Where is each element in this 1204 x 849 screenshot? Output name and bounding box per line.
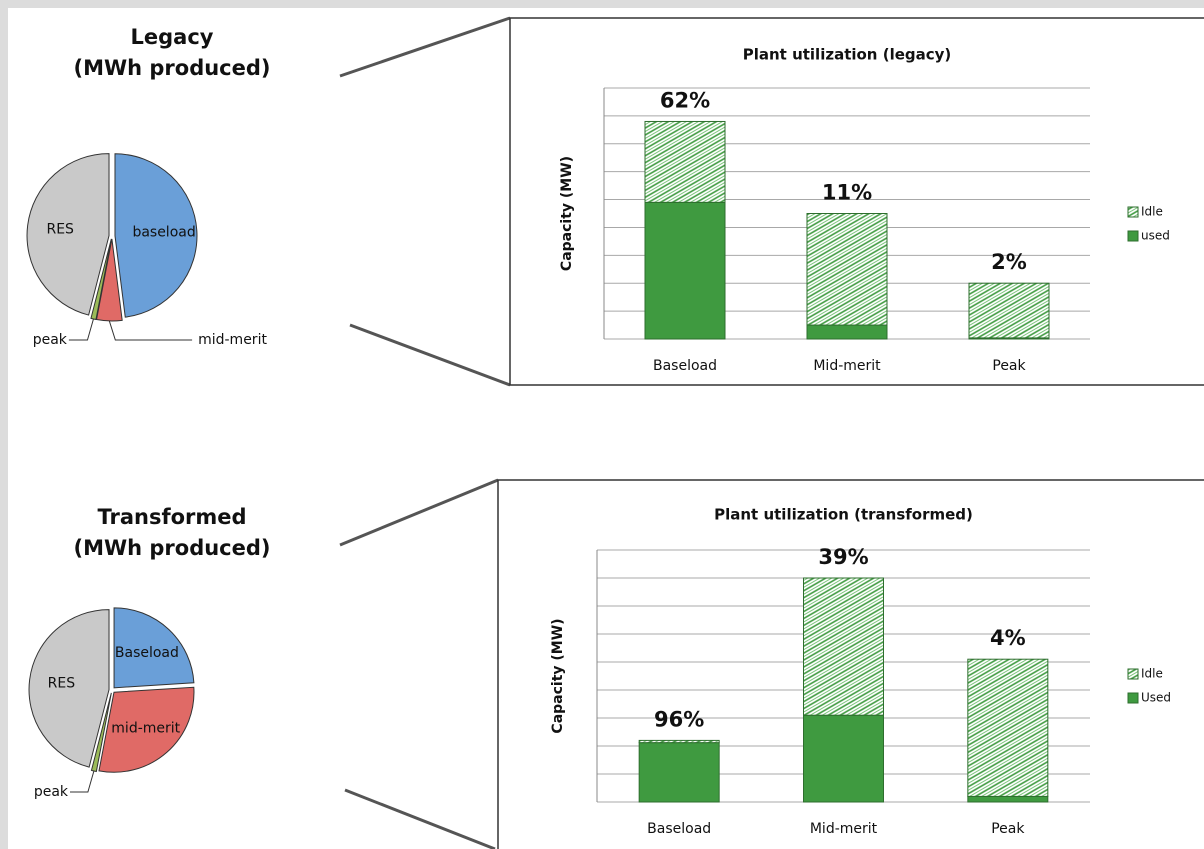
legend-label: Idle: [1141, 667, 1163, 681]
legend-label: Used: [1141, 691, 1171, 705]
bar-segment: [644, 201, 726, 340]
slice-label: RES: [48, 676, 76, 692]
pie-slice: [98, 686, 195, 773]
y-axis-label: Capacity (MW): [550, 618, 566, 733]
pie-slice: [28, 609, 110, 768]
utilization-label: 4%: [990, 626, 1026, 650]
utilization-label: 11%: [822, 181, 872, 205]
pie-title: Legacy: [131, 25, 214, 49]
bar-segment: [803, 577, 884, 716]
bar-segment: [967, 795, 1049, 803]
bar-segment: [638, 742, 720, 803]
pie-subtitle: (MWh produced): [73, 536, 270, 560]
legend-label: used: [1141, 229, 1170, 243]
slice-label: baseload: [132, 225, 195, 241]
connector: [349, 323, 511, 387]
pie-slice: [113, 607, 195, 689]
x-tick-label: Mid-merit: [810, 821, 878, 837]
bar-segment: [803, 714, 884, 803]
bar-segment: [968, 282, 1050, 339]
slice-label: peak: [34, 784, 69, 800]
pie-title: Transformed: [97, 505, 246, 529]
slice-label: mid-merit: [198, 332, 267, 348]
slice-label: RES: [46, 221, 74, 237]
legend-swatch: [1127, 668, 1139, 680]
pie-slice: [114, 153, 198, 318]
bar-segment: [967, 658, 1049, 797]
leader-line: [108, 320, 193, 341]
slice-label: peak: [33, 332, 68, 348]
bar-segment: [806, 324, 888, 340]
utilization-label: 96%: [654, 707, 704, 731]
slice-label: Baseload: [115, 645, 179, 661]
legend-swatch: [1127, 206, 1139, 218]
utilization-label: 39%: [818, 545, 868, 569]
x-tick-label: Peak: [991, 821, 1025, 837]
connector: [339, 478, 499, 547]
x-tick-label: Mid-merit: [813, 358, 881, 374]
legend-swatch: [1127, 230, 1139, 242]
y-axis-label: Capacity (MW): [559, 156, 575, 271]
x-tick-label: Peak: [992, 358, 1026, 374]
connector: [339, 16, 511, 78]
slice-label: mid-merit: [111, 720, 180, 736]
bar-segment: [644, 120, 726, 203]
connector: [344, 788, 496, 849]
utilization-label: 62%: [660, 88, 710, 112]
chart-title: Plant utilization (transformed): [714, 506, 973, 524]
chart-title: Plant utilization (legacy): [743, 46, 952, 64]
x-tick-label: Baseload: [653, 358, 717, 374]
leader-line: [70, 770, 95, 793]
bar-segment: [806, 213, 888, 326]
pie-slice: [26, 153, 110, 316]
leader-line: [68, 318, 94, 341]
pie-slice: [95, 238, 123, 322]
legend-swatch: [1127, 692, 1139, 704]
x-tick-label: Baseload: [647, 821, 711, 837]
utilization-label: 2%: [991, 250, 1027, 274]
legend-label: Idle: [1141, 205, 1163, 219]
bar-segment: [638, 739, 720, 744]
pie-slice: [90, 692, 112, 773]
pie-subtitle: (MWh produced): [73, 56, 270, 80]
